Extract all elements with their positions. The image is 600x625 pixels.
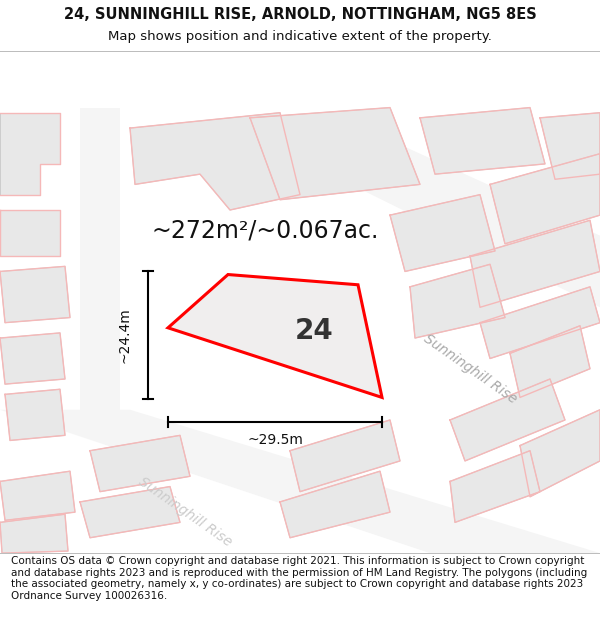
Polygon shape: [420, 107, 545, 174]
Text: ~29.5m: ~29.5m: [247, 434, 303, 447]
Polygon shape: [390, 194, 495, 271]
Polygon shape: [0, 112, 60, 194]
Polygon shape: [470, 220, 600, 308]
Text: 24, SUNNINGHILL RISE, ARNOLD, NOTTINGHAM, NG5 8ES: 24, SUNNINGHILL RISE, ARNOLD, NOTTINGHAM…: [64, 7, 536, 22]
Text: 24: 24: [295, 318, 334, 346]
Polygon shape: [0, 471, 75, 521]
Polygon shape: [540, 112, 600, 179]
Polygon shape: [90, 436, 190, 492]
Polygon shape: [510, 326, 590, 398]
Polygon shape: [480, 287, 600, 359]
Polygon shape: [450, 451, 540, 522]
Polygon shape: [168, 274, 382, 398]
Polygon shape: [450, 379, 565, 461]
Polygon shape: [80, 486, 180, 538]
Polygon shape: [280, 471, 390, 538]
Polygon shape: [330, 112, 600, 308]
Polygon shape: [290, 420, 400, 492]
Polygon shape: [0, 514, 68, 553]
Text: ~272m²/~0.067ac.: ~272m²/~0.067ac.: [151, 219, 379, 243]
Polygon shape: [0, 210, 60, 256]
Polygon shape: [0, 333, 65, 384]
Polygon shape: [490, 154, 600, 244]
Text: Sunninghill Rise: Sunninghill Rise: [136, 475, 234, 549]
Text: Map shows position and indicative extent of the property.: Map shows position and indicative extent…: [108, 31, 492, 43]
Polygon shape: [0, 410, 600, 553]
Polygon shape: [5, 389, 65, 441]
Polygon shape: [80, 107, 120, 410]
Text: Contains OS data © Crown copyright and database right 2021. This information is : Contains OS data © Crown copyright and d…: [11, 556, 587, 601]
Polygon shape: [130, 112, 300, 210]
Polygon shape: [0, 266, 70, 322]
Polygon shape: [410, 264, 505, 338]
Text: ~24.4m: ~24.4m: [117, 308, 131, 363]
Polygon shape: [520, 410, 600, 497]
Text: Sunninghill Rise: Sunninghill Rise: [421, 331, 519, 406]
Polygon shape: [250, 107, 420, 200]
